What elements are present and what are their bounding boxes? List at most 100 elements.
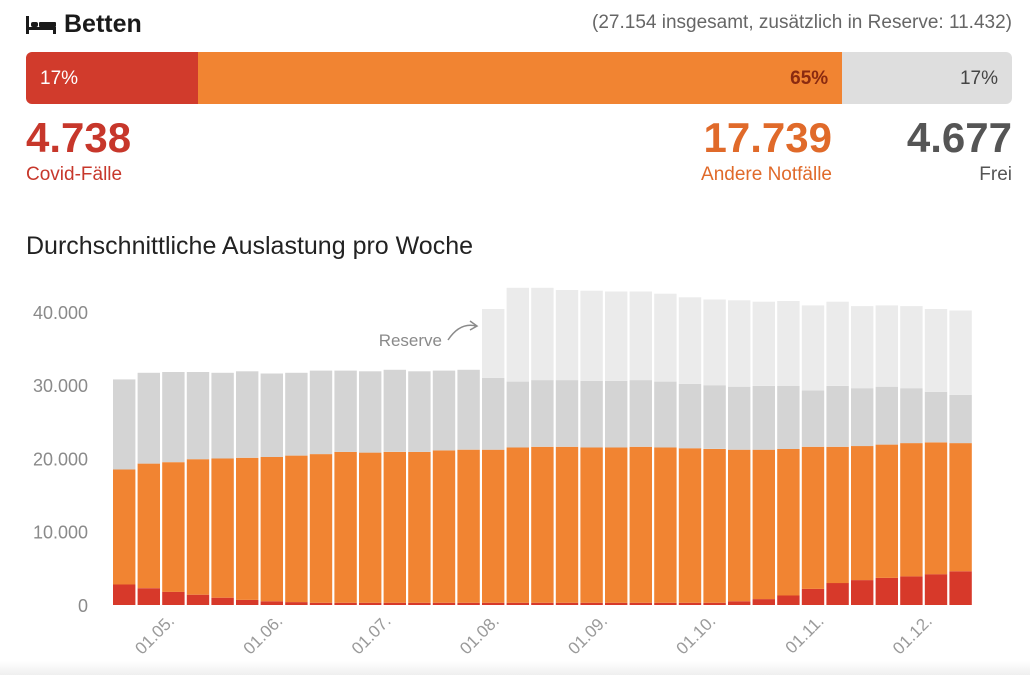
bar-covid — [457, 602, 480, 605]
bar-covid — [309, 602, 333, 605]
bar-reserve — [629, 291, 652, 381]
bar-reserve — [924, 309, 948, 392]
bar-covid — [629, 602, 652, 605]
bar-reserve — [703, 299, 726, 386]
bar-other — [777, 449, 800, 596]
bar-covid — [752, 599, 775, 605]
bar-covid — [654, 602, 677, 605]
bar-covid — [851, 580, 874, 605]
y-tick-label: 30.000 — [33, 376, 88, 396]
bar-free — [580, 380, 603, 448]
bar-reserve — [654, 293, 677, 382]
occupancy-bar: 17% 65% 17% — [26, 52, 1012, 104]
header: Betten (27.154 insgesamt, zusätzlich in … — [26, 6, 1012, 42]
y-tick-label: 0 — [78, 596, 88, 616]
bar-covid — [211, 597, 234, 605]
other-emergencies-segment: 65% — [198, 52, 843, 104]
bar-free — [506, 381, 529, 448]
free-count: 4.677 — [906, 114, 1012, 161]
bar-other — [851, 446, 874, 581]
bar-covid — [703, 602, 726, 605]
x-tick-label: 01.10. — [673, 611, 720, 658]
bar-reserve — [605, 291, 628, 381]
bar-covid — [949, 571, 972, 605]
bar-covid — [605, 602, 628, 605]
bar-free — [801, 390, 825, 447]
bar-other — [359, 452, 382, 603]
bar-free — [162, 372, 185, 463]
bar-covid — [432, 602, 456, 605]
reserve-arrow-head — [469, 320, 479, 331]
bar-reserve — [580, 290, 603, 381]
bar-other — [260, 457, 283, 602]
bar-free — [924, 391, 948, 443]
x-tick-label: 01.08. — [456, 611, 503, 658]
bar-free — [555, 380, 579, 447]
bar-other — [826, 446, 849, 584]
chart-title: Durchschnittliche Auslastung pro Woche — [26, 232, 473, 260]
x-tick-label: 01.05. — [131, 611, 178, 658]
reserve-arrow-line — [447, 324, 477, 341]
other-label: Andere Notfälle — [701, 164, 832, 185]
bar-covid — [826, 583, 849, 605]
bar-free — [457, 369, 480, 450]
bar-free — [703, 385, 726, 449]
bar-free — [359, 371, 382, 453]
other-count: 17.739 — [703, 114, 832, 161]
bar-other — [555, 446, 579, 603]
other-percent: 65% — [790, 68, 829, 89]
bar-covid — [260, 601, 283, 605]
bar-reserve — [531, 287, 554, 381]
bar-free — [531, 380, 554, 447]
bar-other — [162, 462, 185, 592]
bar-covid — [334, 602, 357, 605]
bar-covid — [678, 602, 702, 605]
y-tick-label: 10.000 — [33, 523, 88, 543]
bar-other — [383, 451, 406, 603]
bar-free — [309, 370, 333, 455]
bar-free — [408, 371, 431, 452]
free-segment: 17% — [842, 52, 1012, 104]
bar-covid — [531, 602, 554, 605]
bar-other — [875, 444, 898, 578]
section-title: Betten — [64, 10, 142, 38]
bar-free — [113, 379, 136, 470]
bar-other — [506, 447, 529, 603]
other-stat: 17.739 Andere Notfälle — [701, 114, 832, 186]
bar-other — [211, 458, 234, 598]
free-percent: 17% — [959, 68, 998, 89]
bar-free — [383, 369, 406, 452]
y-tick-label: 40.000 — [33, 303, 88, 323]
bar-other — [728, 449, 751, 602]
bar-other — [457, 449, 480, 603]
bar-other — [432, 450, 456, 603]
bar-free — [752, 386, 775, 450]
bar-other — [924, 442, 948, 575]
x-tick-label: 01.09. — [564, 611, 611, 658]
bar-free — [334, 370, 357, 452]
bar-reserve — [555, 290, 579, 381]
bar-covid — [383, 602, 406, 605]
bar-free — [875, 386, 898, 445]
bar-reserve — [728, 300, 751, 387]
bar-other — [236, 457, 259, 600]
bar-free — [211, 372, 234, 459]
covid-label: Covid-Fälle — [26, 164, 123, 185]
bar-other — [137, 463, 160, 589]
weekly-occupancy-chart: 0 10.000 20.000 30.000 40.000 01.05. 01.06. 01.… — [33, 287, 972, 658]
bar-other — [678, 448, 702, 603]
bar-free — [137, 372, 160, 464]
bar-reserve — [752, 301, 775, 386]
bar-other — [949, 443, 972, 572]
bar-free — [260, 373, 283, 457]
bar-covid — [801, 588, 825, 605]
bar-covid — [137, 588, 160, 605]
bar-reserve — [506, 287, 529, 382]
bar-covid — [236, 599, 259, 605]
bed-totals-subtitle: (27.154 insgesamt, zusätzlich in Reserve… — [592, 12, 1012, 33]
reserve-annotation: Reserve — [379, 331, 442, 350]
bar-other — [408, 451, 431, 603]
bar-free — [826, 386, 849, 447]
bar-covid — [900, 576, 923, 605]
bar-free — [629, 380, 652, 447]
